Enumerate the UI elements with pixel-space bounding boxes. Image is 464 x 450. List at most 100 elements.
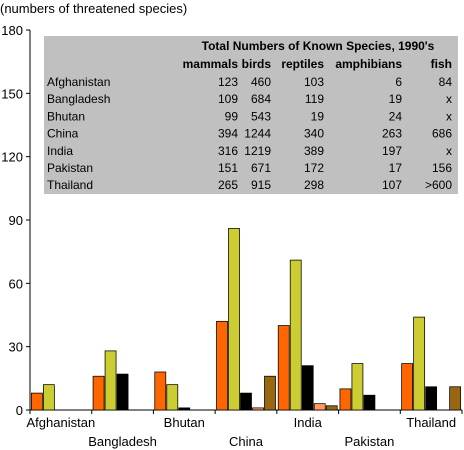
bar-birds-india — [289, 259, 302, 411]
bar-birds-china — [228, 228, 240, 411]
table-cell: >600 — [425, 178, 452, 192]
category-label: Thailand — [406, 415, 456, 430]
species-table: Total Numbers of Known Species, 1990's m… — [44, 36, 458, 194]
table-cell: 197 — [382, 144, 402, 158]
table-cell: 119 — [305, 92, 324, 106]
y-tick-label: 60 — [9, 276, 23, 291]
table-cell: 1219 — [244, 144, 271, 158]
table-row-country: Bhutan — [47, 109, 85, 123]
table-cell: 389 — [304, 144, 324, 158]
table-cell: 19 — [311, 109, 325, 123]
table-cell: 99 — [225, 109, 239, 123]
bar-reptiles-bhutan — [178, 407, 191, 411]
table-cell: 394 — [218, 127, 238, 141]
table-row: Bhutan 99 543 19 24 x — [47, 109, 452, 123]
bar-amphibians-china — [252, 407, 264, 411]
table-cell: 686 — [432, 127, 452, 141]
category-labels: Afghanistan Bangladesh Bhutan China India Pak… — [27, 410, 463, 449]
y-ticks: 0 30 60 90 120 150 180 — [1, 23, 30, 418]
y-tick-label: 30 — [9, 340, 23, 355]
table-cell: 17 — [389, 161, 403, 175]
table-cell: 543 — [251, 109, 271, 123]
bar-reptiles-pakistan — [363, 394, 376, 411]
table-cell: 263 — [382, 127, 402, 141]
table-cell: 172 — [304, 161, 324, 175]
table-title: Total Numbers of Known Species, 1990's — [202, 39, 435, 53]
bar-mammals-china — [216, 320, 228, 411]
table-cell: 915 — [251, 178, 271, 192]
bar-birds-bangladesh — [104, 350, 117, 411]
table-header: amphibians — [335, 57, 402, 71]
table-cell: 103 — [304, 75, 324, 89]
table-cell: 151 — [218, 161, 238, 175]
bar-mammals-india — [277, 325, 290, 411]
bar-fish-india — [325, 405, 338, 411]
y-tick-label: 180 — [1, 23, 23, 38]
y-unit-label: (numbers of threatened species) — [0, 1, 187, 16]
table-row-country: China — [47, 127, 79, 141]
table-row-country: Pakistan — [47, 161, 93, 175]
bar-mammals-thailand — [401, 363, 414, 411]
bar-birds-afghanistan — [42, 384, 55, 411]
table-background — [44, 36, 458, 194]
table-header: reptiles — [281, 57, 324, 71]
table-row-country: Bangladesh — [47, 92, 110, 106]
category-label: China — [229, 434, 264, 449]
category-label: Bhutan — [164, 415, 205, 430]
table-row-country: Afghanistan — [47, 75, 110, 89]
table-cell: 1244 — [244, 127, 271, 141]
table-cell: 265 — [218, 178, 238, 192]
table-row-country: Thailand — [47, 178, 93, 192]
table-cell: x — [446, 92, 452, 106]
bar-birds-thailand — [413, 316, 426, 411]
bar-reptiles-thailand — [425, 386, 438, 411]
table-header: mammals — [183, 57, 239, 71]
table-row: Bangladesh 109 684 119 19 x — [47, 92, 452, 106]
y-tick-label: 120 — [1, 150, 23, 165]
y-tick-label: 90 — [9, 213, 23, 228]
table-row: Thailand 265 915 298 107 >600 — [47, 178, 452, 192]
bar-amphibians-india — [313, 403, 326, 411]
bar-reptiles-china — [240, 392, 252, 411]
bar-fish-china — [264, 375, 276, 411]
table-cell: 460 — [251, 75, 271, 89]
table-cell: x — [446, 144, 452, 158]
table-cell: 340 — [304, 127, 324, 141]
table-cell: 156 — [432, 161, 452, 175]
category-label: Pakistan — [344, 434, 394, 449]
table-cell: 316 — [218, 144, 238, 158]
bar-mammals-bhutan — [154, 371, 167, 411]
table-header: fish — [431, 57, 452, 71]
table-row: China 394 1244 340 263 686 — [47, 127, 452, 141]
bar-fish-thailand — [449, 386, 462, 411]
bar-birds-pakistan — [351, 363, 364, 411]
table-cell: 107 — [382, 178, 402, 192]
table-cell: x — [446, 109, 452, 123]
bar-mammals-bangladesh — [92, 375, 105, 411]
table-cell: 84 — [439, 75, 453, 89]
bar-birds-bhutan — [166, 384, 179, 411]
bars — [30, 228, 462, 411]
table-row: India 316 1219 389 197 x — [47, 144, 452, 158]
bar-mammals-pakistan — [339, 388, 352, 411]
table-cell: 109 — [218, 92, 238, 106]
table-header: birds — [242, 57, 272, 71]
table-row: Pakistan 151 671 172 17 156 — [47, 161, 452, 175]
bar-reptiles-bangladesh — [116, 373, 129, 411]
category-label: Bangladesh — [88, 434, 157, 449]
bar-reptiles-india — [301, 365, 314, 411]
table-cell: 19 — [389, 92, 403, 106]
y-tick-label: 0 — [16, 403, 23, 418]
table-cell: 123 — [218, 75, 238, 89]
table-cell: 24 — [389, 109, 403, 123]
category-label: India — [294, 415, 323, 430]
table-cell: 298 — [304, 178, 324, 192]
table-row-country: India — [47, 144, 73, 158]
table-headers: mammals birds reptiles amphibians fish — [183, 57, 452, 71]
table-cell: 671 — [251, 161, 271, 175]
bar-mammals-afghanistan — [30, 392, 43, 411]
table-cell: 684 — [251, 92, 271, 106]
category-label: Afghanistan — [27, 415, 96, 430]
